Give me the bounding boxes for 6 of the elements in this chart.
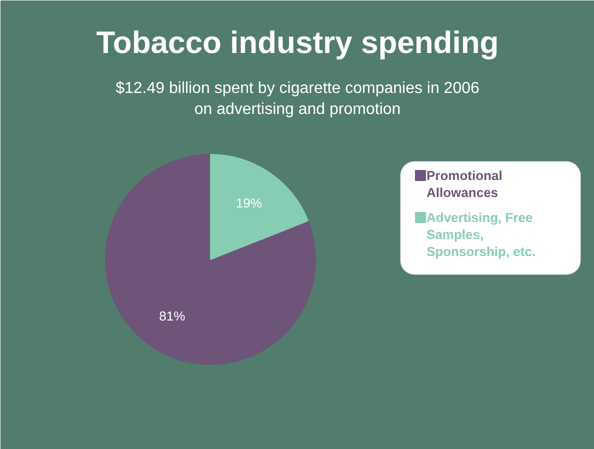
chart-title: Tobacco industry spending [96, 25, 499, 60]
data-label: 81% [159, 308, 186, 324]
legend-label: Promotional Allowances [426, 168, 502, 200]
legend-label: Advertising, Free Samples, Sponsorship, etc. [426, 210, 536, 259]
chart-subtitle: $12.49 billion spent by cigarette companies in 2006 on advertising and promotion [116, 80, 480, 118]
data-label: 19% [236, 196, 262, 211]
